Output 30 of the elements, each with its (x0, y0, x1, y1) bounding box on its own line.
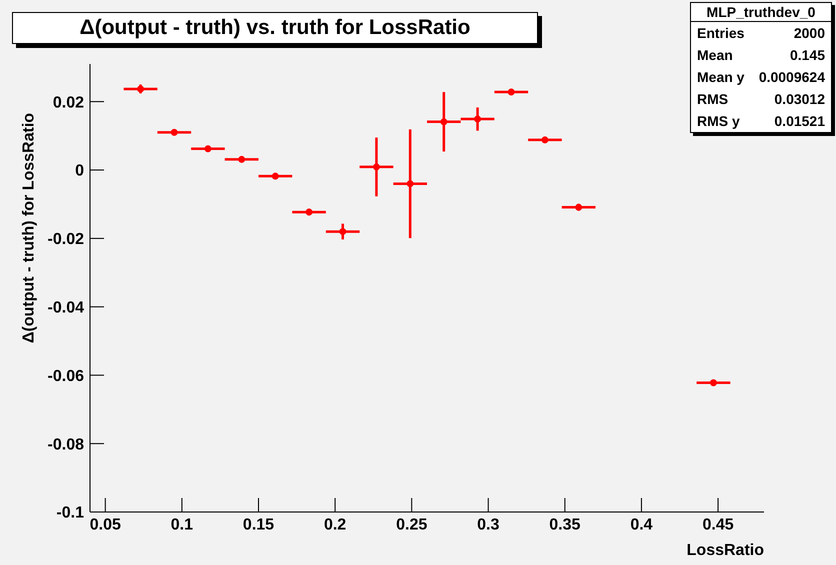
y-tick-label: -0.1 (56, 504, 84, 522)
y-tick-label: -0.06 (48, 368, 84, 385)
text: MLP_truthdev_0 (691, 3, 831, 22)
text: 0.01521 (774, 112, 825, 130)
chart-title: Δ(output - truth) vs. truth for LossRatio (12, 12, 538, 44)
text: 0.03012 (774, 90, 825, 108)
x-axis-title: LossRatio (686, 542, 764, 559)
text: Mean (697, 46, 733, 64)
y-tick-label: -0.04 (48, 299, 84, 316)
text: Entries (697, 24, 744, 42)
x-tick-label: 0.4 (630, 516, 653, 534)
y-axis-title: Δ(output - truth) for LossRatio (20, 112, 38, 344)
annotation: 0.0009624 (758, 68, 825, 86)
x-tick-label: 0.35 (549, 516, 581, 534)
text: 2000 (794, 24, 825, 42)
x-tick-label: 0.45 (702, 516, 734, 534)
y-tick-label: -0.08 (48, 436, 84, 454)
y-tick-label: 0.02 (52, 94, 84, 112)
x-tick-label: 0.3 (477, 516, 500, 534)
annotation: Mean y (697, 68, 744, 86)
x-tick-label: 0.05 (90, 516, 121, 534)
x-tick-label: 0.2 (324, 516, 346, 534)
y-tick-label: 0 (75, 162, 84, 180)
x-tick-label: 0.1 (170, 516, 194, 534)
annotation: RMS (697, 90, 728, 108)
x-tick-label: 0.25 (396, 516, 428, 534)
x-tick-label: 0.15 (242, 516, 274, 534)
text: 0.145 (790, 46, 825, 64)
annotation: RMS y (697, 112, 740, 130)
y-tick-label: -0.02 (48, 231, 84, 248)
